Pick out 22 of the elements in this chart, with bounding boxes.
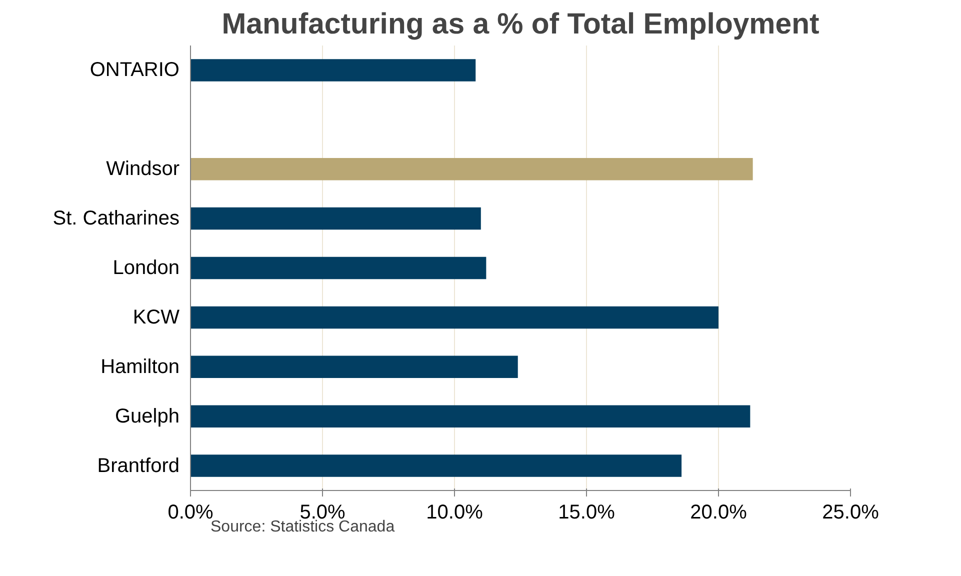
bar: [190, 356, 518, 378]
y-tick-label: ONTARIO: [90, 59, 180, 82]
chart-title: Manufacturing as a % of Total Employment: [222, 8, 820, 40]
bar: [190, 158, 753, 180]
y-tick-label: London: [112, 257, 180, 279]
bar: [190, 207, 481, 230]
y-tick-label: Brantford: [97, 454, 180, 477]
y-tick-label: St. Catharines: [52, 208, 180, 230]
bar: [190, 59, 476, 82]
x-tick-label: 20.0%: [690, 502, 748, 524]
y-tick-label: KCW: [132, 306, 180, 328]
x-tick-label: 25.0%: [822, 502, 880, 524]
x-tick-label: 15.0%: [558, 502, 616, 524]
y-tick-label: Guelph: [115, 405, 180, 428]
bar: [190, 256, 486, 280]
y-tick-label: Hamilton: [100, 356, 180, 378]
y-tick-label: Windsor: [106, 158, 180, 180]
bar: [190, 454, 682, 477]
x-tick-label: 10.0%: [426, 502, 484, 524]
bar: [190, 405, 750, 428]
bar: [190, 306, 718, 329]
source-note: Source: Statistics Canada: [210, 518, 395, 536]
